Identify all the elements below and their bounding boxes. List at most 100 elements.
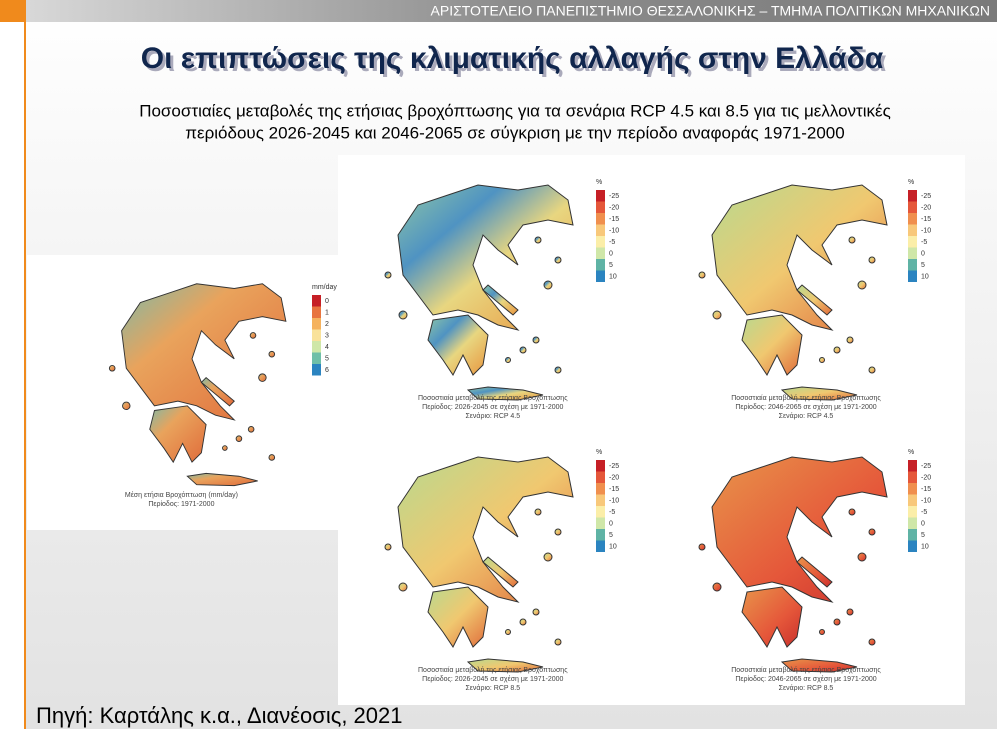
legend-label: 5 <box>921 262 925 269</box>
legend-label: -5 <box>609 509 615 516</box>
map-caption: Περίοδος: 2046-2065 σε σχέση με 1971-200… <box>735 675 876 683</box>
legend-swatch <box>596 224 605 236</box>
legend-swatch <box>908 494 917 506</box>
legend-label: 0 <box>921 520 925 527</box>
legend-swatch <box>908 517 917 529</box>
legend-title: % <box>908 179 914 186</box>
legend-swatch <box>596 494 605 506</box>
legend-swatch <box>596 247 605 259</box>
legend-swatch <box>908 224 917 236</box>
legend-swatch <box>908 270 917 282</box>
legend-label: 5 <box>609 262 613 269</box>
legend-label: -5 <box>921 509 927 516</box>
legend-swatch <box>908 259 917 271</box>
legend-label: 0 <box>921 250 925 257</box>
legend-label: 10 <box>609 543 617 550</box>
legend-label: -5 <box>609 239 615 246</box>
legend-label: -10 <box>921 497 931 504</box>
legend-label: 2 <box>325 321 329 328</box>
legend-swatch <box>908 506 917 518</box>
legend-label: -10 <box>609 497 619 504</box>
legend-title: % <box>908 449 914 456</box>
legend-swatch <box>596 483 605 495</box>
map-caption: Σενάριο: RCP 4.5 <box>779 412 834 420</box>
legend-label: 10 <box>609 273 617 280</box>
map-caption: Ποσοστιαία μεταβολή της ετήσιας Βροχόπτω… <box>731 666 881 674</box>
legend-swatch <box>596 471 605 483</box>
legend-swatch <box>908 201 917 213</box>
legend-swatch <box>312 352 321 364</box>
legend-label: -10 <box>609 227 619 234</box>
legend-label: -15 <box>921 216 931 223</box>
legend-label: -15 <box>921 486 931 493</box>
legend-label: -20 <box>921 204 931 211</box>
legend-swatch <box>312 295 321 307</box>
legend-label: -25 <box>921 463 931 470</box>
legend-swatch <box>312 306 321 318</box>
legend-label: -20 <box>921 474 931 481</box>
legend-swatch <box>596 259 605 271</box>
legend-label: 10 <box>921 273 929 280</box>
subtitle-line: Ποσοστιαίες μεταβολές της ετήσιας βροχόπ… <box>139 101 891 120</box>
legend-label: 1 <box>325 309 329 316</box>
legend-title: % <box>596 449 602 456</box>
subtitle-line: περιόδους 2026-2045 και 2046-2065 σε σύγ… <box>185 123 844 142</box>
map-caption: Περίοδος: 1971-2000 <box>148 500 214 508</box>
legend-label: 10 <box>921 543 929 550</box>
title-shadow: Οι επιπτώσεις της κλιματικής αλλαγής στη… <box>144 45 887 78</box>
corner-block <box>0 0 25 22</box>
header-bar <box>26 0 997 22</box>
legend-swatch <box>596 517 605 529</box>
legend-label: -25 <box>609 193 619 200</box>
legend-swatch <box>908 460 917 472</box>
legend-label: 5 <box>921 532 925 539</box>
legend-swatch <box>908 190 917 202</box>
map-caption: Σενάριο: RCP 8.5 <box>779 684 834 692</box>
legend-label: -15 <box>609 486 619 493</box>
legend-label: -25 <box>609 463 619 470</box>
map-caption: Ποσοστιαία μεταβολή της ετήσιας Βροχόπτω… <box>418 394 568 402</box>
map-caption: Περίοδος: 2046-2065 σε σχέση με 1971-200… <box>735 403 876 411</box>
legend-swatch <box>908 540 917 552</box>
legend-swatch <box>596 529 605 541</box>
legend-label: 6 <box>325 367 329 374</box>
legend-swatch <box>596 190 605 202</box>
legend-swatch <box>908 236 917 248</box>
legend-swatch <box>312 329 321 341</box>
legend-swatch <box>312 318 321 330</box>
legend-swatch <box>596 460 605 472</box>
slide-title: Οι επιπτώσεις της κλιματικής αλλαγής στη… <box>141 42 884 75</box>
legend-label: 5 <box>325 355 329 362</box>
legend-label: -20 <box>609 474 619 481</box>
legend-swatch <box>596 270 605 282</box>
header-title: ΑΡΙΣΤΟΤΕΛΕΙΟ ΠΑΝΕΠΙΣΤΗΜΙΟ ΘΕΣΣΑΛΟΝΙΚΗΣ –… <box>431 3 990 19</box>
map-caption: Ποσοστιαία μεταβολή της ετήσιας Βροχόπτω… <box>731 394 881 402</box>
source: Πηγή: Καρτάλης κ.α., Διανέοσις, 2021 <box>36 703 403 728</box>
map-caption: Ποσοστιαία μεταβολή της ετήσιας Βροχόπτω… <box>418 666 568 674</box>
legend-swatch <box>908 213 917 225</box>
legend-label: 0 <box>609 250 613 257</box>
legend-swatch <box>908 529 917 541</box>
legend-swatch <box>596 540 605 552</box>
legend-label: -10 <box>921 227 931 234</box>
legend-swatch <box>908 483 917 495</box>
legend-swatch <box>312 341 321 353</box>
map-caption: Περίοδος: 2026-2045 σε σχέση με 1971-200… <box>422 403 563 411</box>
legend-swatch <box>596 213 605 225</box>
map-caption: Περίοδος: 2026-2045 σε σχέση με 1971-200… <box>422 675 563 683</box>
legend-label: 4 <box>325 344 329 351</box>
legend-label: -25 <box>921 193 931 200</box>
legend-swatch <box>596 506 605 518</box>
legend-label: 0 <box>325 298 329 305</box>
map-caption: Σενάριο: RCP 4.5 <box>465 412 520 420</box>
map-caption: Σενάριο: RCP 8.5 <box>465 684 520 692</box>
legend-title: % <box>596 179 602 186</box>
legend-swatch <box>908 247 917 259</box>
legend-label: 5 <box>609 532 613 539</box>
legend-swatch <box>596 236 605 248</box>
legend-swatch <box>596 201 605 213</box>
legend-label: -5 <box>921 239 927 246</box>
legend-label: -20 <box>609 204 619 211</box>
